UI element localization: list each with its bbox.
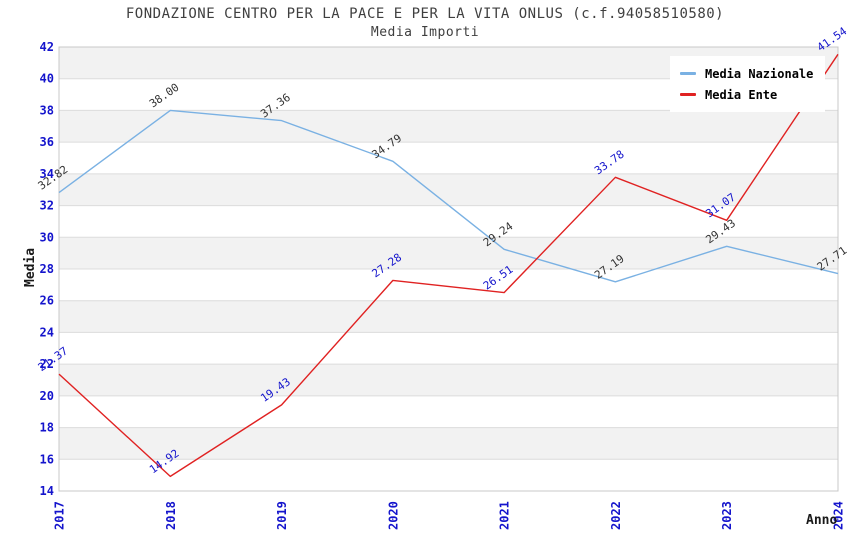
chart-legend: Media Nazionale Media Ente (670, 56, 826, 112)
y-tick-label: 38 (40, 103, 54, 117)
chart-subtitle: Media Importi (370, 25, 480, 40)
plot-band (59, 173, 838, 206)
legend-item-media-ente: Media Ente (680, 84, 813, 105)
y-tick-label: 42 (40, 40, 54, 54)
legend-item-media-nazionale: Media Nazionale (680, 63, 813, 84)
series-line-media-ente (58, 53, 839, 478)
y-tick-label: 34 (40, 167, 54, 181)
x-axis-title: Anno (806, 513, 837, 528)
y-tick-label: 32 (40, 199, 54, 213)
x-tick-label: 2023 (720, 501, 734, 530)
y-tick-label: 16 (40, 452, 54, 466)
x-tick-label: 2020 (386, 501, 400, 530)
x-tick-label: 2022 (609, 501, 623, 530)
y-tick-label: 26 (40, 294, 54, 308)
y-tick-label: 28 (40, 262, 54, 276)
series-line-media-nazionale (58, 109, 839, 283)
y-tick-label: 36 (40, 135, 54, 149)
x-tick-label: 2021 (498, 501, 512, 530)
x-tick-label: 2018 (164, 501, 178, 530)
x-tick-label: 2017 (53, 501, 67, 530)
point-label: 38.00 (147, 81, 182, 111)
point-label: 33.78 (592, 148, 627, 178)
plot-band (59, 427, 838, 460)
y-tick-label: 40 (40, 72, 54, 86)
y-tick-label: 30 (40, 230, 54, 244)
y-axis-title: Media (23, 248, 38, 287)
chart-title: FONDAZIONE CENTRO PER LA PACE E PER LA V… (125, 6, 725, 22)
y-tick-label: 18 (40, 421, 54, 435)
legend-line-marker-blue-icon (680, 72, 696, 75)
x-tick-label: 2019 (275, 501, 289, 530)
plot-band (59, 364, 838, 396)
y-tick-label: 20 (40, 389, 54, 403)
legend-line-marker-red-icon (680, 93, 696, 96)
legend-label: Media Ente (705, 87, 778, 102)
plot-band (59, 237, 838, 269)
legend-label: Media Nazionale (705, 66, 814, 81)
plot-band (59, 300, 838, 333)
y-tick-label: 14 (40, 484, 54, 498)
plot-band (59, 110, 838, 143)
y-tick-label: 24 (40, 325, 54, 339)
y-tick-label: 22 (40, 357, 54, 371)
x-tick-label: 2024 (832, 501, 846, 530)
plot-border (58, 46, 839, 492)
